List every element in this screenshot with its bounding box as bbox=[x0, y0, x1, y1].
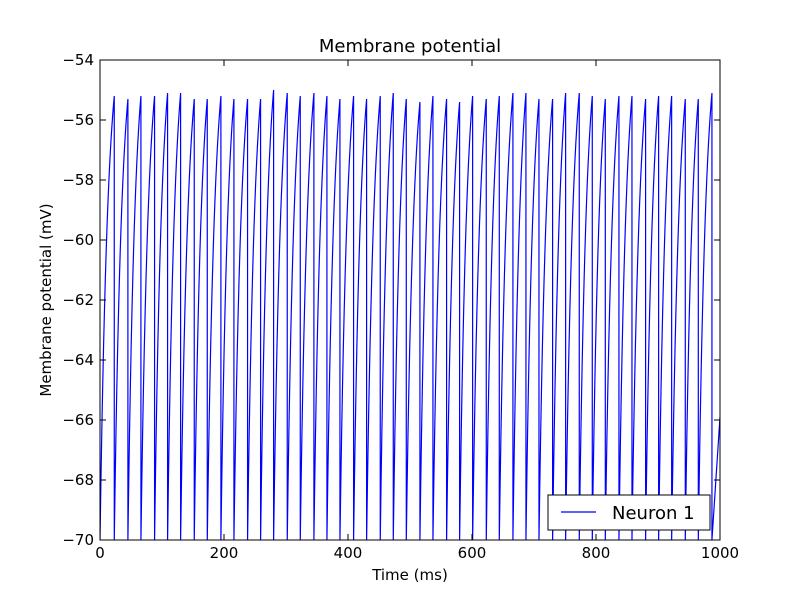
y-tick-label: −70 bbox=[62, 531, 94, 549]
legend-series-label: Neuron 1 bbox=[612, 503, 695, 524]
x-tick-label: 800 bbox=[582, 544, 611, 562]
y-tick-label: −56 bbox=[62, 111, 94, 129]
ticks-layer: 0 200 400 600 800 1000 −70 −68 −66 −64 −62 −60 −58 −5… bbox=[62, 51, 739, 562]
legend: Neuron 1 bbox=[547, 494, 711, 531]
y-tick-label: −54 bbox=[62, 51, 94, 69]
plot-background bbox=[100, 60, 720, 540]
y-axis-label: Membrane potential (mV) bbox=[37, 203, 55, 396]
x-tick-label: 600 bbox=[458, 544, 487, 562]
series-layer bbox=[100, 89, 720, 540]
x-axis-label: Time (ms) bbox=[371, 566, 448, 584]
x-tick-label: 400 bbox=[334, 544, 363, 562]
x-tick-label: 0 bbox=[95, 544, 105, 562]
series-line-0 bbox=[100, 89, 720, 540]
x-tick-label: 1000 bbox=[701, 544, 739, 562]
y-tick-label: −58 bbox=[62, 171, 94, 189]
x-tick-label: 200 bbox=[210, 544, 239, 562]
y-tick-label: −62 bbox=[62, 291, 94, 309]
chart-title: Membrane potential bbox=[319, 36, 501, 57]
y-tick-label: −66 bbox=[62, 411, 94, 429]
y-tick-label: −68 bbox=[62, 471, 94, 489]
y-tick-label: −64 bbox=[62, 351, 94, 369]
y-tick-label: −60 bbox=[62, 231, 94, 249]
